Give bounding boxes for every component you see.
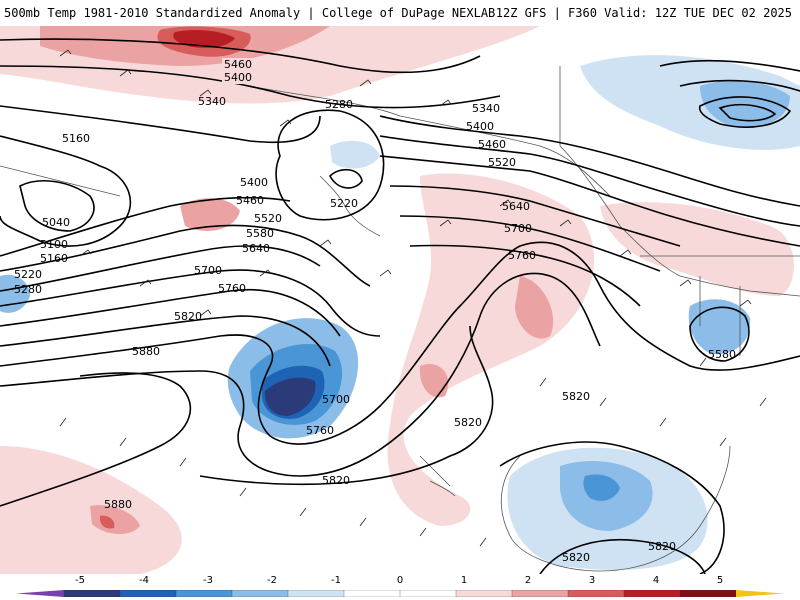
colorbar-high-extreme — [736, 590, 784, 597]
colorbar-low-extreme — [16, 590, 64, 597]
contour-label: 5220 — [330, 197, 358, 210]
colorbar-segment — [511, 590, 569, 597]
contour-label: 5640 — [242, 242, 270, 255]
contour-label: 5820 — [174, 310, 202, 323]
contour-label: 5580 — [246, 227, 274, 240]
contour-label: 5820 — [322, 474, 350, 487]
contour-label: 5520 — [488, 156, 516, 169]
colorbar-tick: -5 — [75, 575, 85, 586]
contour-label: 5100 — [40, 238, 68, 251]
contour-label: 5460 — [236, 194, 264, 207]
colorbar-tick: 5 — [716, 575, 724, 586]
colorbar-segment — [119, 590, 177, 597]
contour-label: 5760 — [218, 282, 246, 295]
colorbar-segment — [679, 590, 737, 597]
contour-label: 5400 — [466, 120, 494, 133]
contour-label: 5760 — [306, 424, 334, 437]
contour-label: 5040 — [42, 216, 70, 229]
contour-label: 5400 — [224, 71, 252, 84]
contour-label: 5700 — [504, 222, 532, 235]
colorbar-segment — [455, 590, 513, 597]
run-info: 12Z GFS | F360 Valid: 12Z TUE DEC 02 202… — [495, 6, 792, 20]
contour-label: 5340 — [198, 95, 226, 108]
colorbar-scale — [16, 590, 784, 597]
colorbar-tick: 4 — [652, 575, 660, 586]
contour-label: 5640 — [502, 200, 530, 213]
map-header: 500mb Temp 1981-2010 Standardized Anomal… — [0, 0, 800, 26]
colorbar-tick: 1 — [460, 575, 468, 586]
colorbar-segment — [287, 590, 345, 597]
height-contours — [0, 38, 800, 574]
colorbar-segment — [175, 590, 233, 597]
colorbar-tick: -4 — [139, 575, 149, 586]
coastlines — [0, 66, 800, 572]
colorbar-segment — [343, 590, 401, 597]
anomaly-colorbar: -5 -4 -3 -2 -1 0 1 2 3 4 5 — [0, 574, 800, 600]
map-title: 500mb Temp 1981-2010 Standardized Anomal… — [4, 6, 496, 20]
contour-label: 5820 — [454, 416, 482, 429]
contour-label: 5820 — [562, 551, 590, 564]
colorbar-tick: 3 — [588, 575, 596, 586]
contour-label: 5880 — [104, 498, 132, 511]
contour-label: 5460 — [224, 58, 252, 71]
contour-label: 5220 — [14, 268, 42, 281]
colorbar-tick: 0 — [396, 575, 404, 586]
colorbar-tick: -1 — [331, 575, 341, 586]
contour-label: 5880 — [132, 345, 160, 358]
contour-label: 5520 — [254, 212, 282, 225]
contour-labels: 5460 5400 5340 5280 5220 5160 5040 5100 … — [14, 58, 736, 564]
colorbar-tick: 2 — [524, 575, 532, 586]
colorbar-segment — [231, 590, 289, 597]
contour-label: 5820 — [648, 540, 676, 553]
colorbar-tick: -3 — [203, 575, 213, 586]
colorbar-segment — [63, 590, 121, 597]
contour-label: 5580 — [708, 348, 736, 361]
contour-label: 5280 — [14, 283, 42, 296]
contour-label: 5460 — [478, 138, 506, 151]
contour-label: 5340 — [472, 102, 500, 115]
contour-label: 5700 — [322, 393, 350, 406]
colorbar-segment — [399, 590, 457, 597]
negative-anomaly-shading — [0, 55, 800, 570]
contour-label: 5400 — [240, 176, 268, 189]
contour-label: 5760 — [508, 249, 536, 262]
wind-barbs — [59, 49, 767, 547]
colorbar-segment — [623, 590, 681, 597]
contour-label: 5160 — [62, 132, 90, 145]
contour-label: 5280 — [325, 98, 353, 111]
colorbar-segment — [567, 590, 625, 597]
contour-label: 5820 — [562, 390, 590, 403]
contour-label: 5700 — [194, 264, 222, 277]
colorbar-tick: -2 — [267, 575, 277, 586]
anomaly-map: 5460 5400 5340 5280 5220 5160 5040 5100 … — [0, 26, 800, 574]
contour-label: 5160 — [40, 252, 68, 265]
